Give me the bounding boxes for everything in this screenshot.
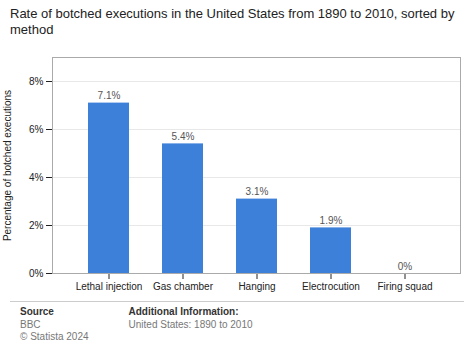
html-text:United States: 1890 to 2010: United States: 1890 to 2010 (128, 318, 253, 330)
svg-text:3.1%: 3.1% (246, 186, 269, 197)
svg-text:2%: 2% (29, 220, 44, 231)
svg-text:0%: 0% (398, 261, 413, 272)
svg-text:Percentage of botched executio: Percentage of botched executions (2, 90, 13, 241)
svg-text:8%: 8% (29, 76, 44, 87)
html-text:Additional Information:: Additional Information: (128, 306, 239, 318)
svg-text:4%: 4% (29, 172, 44, 183)
svg-text:Electrocution: Electrocution (302, 281, 360, 292)
svg-text:6%: 6% (29, 124, 44, 135)
svg-text:Lethal injection: Lethal injection (76, 281, 143, 292)
html-text:Rate of botched executions in: Rate of botched executions in the United… (10, 6, 455, 37)
svg-text:0%: 0% (29, 268, 44, 279)
svg-text:Firing squad: Firing squad (377, 281, 432, 292)
svg-text:Gas chamber: Gas chamber (153, 281, 214, 292)
svg-text:Hanging: Hanging (238, 281, 275, 292)
html-text:Source: Source (20, 306, 54, 318)
svg-text:1.9%: 1.9% (320, 215, 343, 226)
svg-text:5.4%: 5.4% (172, 131, 195, 142)
svg-text:7.1%: 7.1% (98, 90, 121, 101)
html-text:BBC © Statista 2024: BBC © Statista 2024 (20, 318, 89, 343)
